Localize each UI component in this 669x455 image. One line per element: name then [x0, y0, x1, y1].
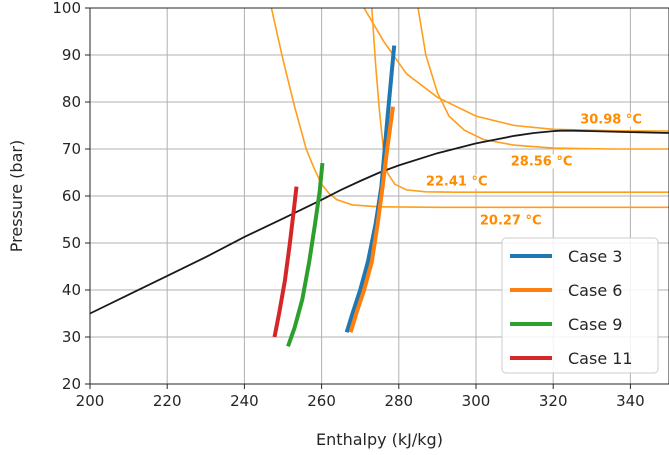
y-tick-label: 60 — [62, 187, 81, 205]
y-tick-label: 100 — [52, 0, 81, 17]
legend-label: Case 9 — [568, 315, 622, 334]
isotherm-label-background — [578, 112, 641, 127]
series-line-case-11 — [272, 186, 299, 338]
isotherm-line — [417, 7, 669, 150]
isotherm-labels: 20.27 °C 22.41 °C 28.56 °C 30.98 °C — [423, 112, 642, 229]
isotherm-label-background — [508, 154, 571, 169]
x-tick-label: 220 — [153, 392, 182, 410]
legend-label: Case 6 — [568, 281, 622, 300]
x-tick-label: 300 — [462, 392, 491, 410]
axis-ticks: 200 220 240 260 280 300 320 340 20 30 40 50 60 70 80 90… — [52, 0, 644, 410]
legend-label: Case 11 — [568, 349, 633, 368]
isotherm-label: 22.41 °C — [426, 175, 488, 190]
x-tick-label: 320 — [539, 392, 568, 410]
y-tick-label: 80 — [62, 93, 81, 111]
isotherm-label-background — [423, 174, 486, 189]
saturation-curve — [89, 129, 669, 315]
isotherm-label: 28.56 °C — [511, 154, 573, 169]
x-tick-label: 240 — [230, 392, 259, 410]
y-tick-label: 20 — [62, 375, 81, 393]
isotherm-line — [270, 7, 669, 209]
isotherm-label: 20.27 °C — [480, 214, 542, 229]
x-tick-label: 340 — [616, 392, 645, 410]
legend-box — [501, 237, 659, 374]
legend-label: Case 3 — [568, 247, 622, 266]
y-tick-label: 70 — [62, 140, 81, 158]
y-tick-label: 50 — [62, 234, 81, 252]
series-line-case-3 — [344, 45, 397, 333]
y-tick-label: 30 — [62, 328, 81, 346]
x-tick-label: 280 — [384, 392, 413, 410]
isotherm-line — [371, 7, 669, 193]
x-tick-label: 260 — [307, 392, 336, 410]
y-tick-label: 90 — [62, 46, 81, 64]
x-axis-label: Enthalpy (kJ/kg) — [316, 430, 443, 449]
y-axis-label: Pressure (bar) — [7, 140, 26, 252]
isotherm-label-background — [477, 213, 540, 228]
series-lines — [272, 45, 397, 348]
saturation-curve-group — [89, 129, 669, 315]
x-tick-label: 200 — [76, 392, 105, 410]
isotherm-label: 30.98 °C — [580, 113, 642, 128]
legend: Case 3 Case 6 Case 9 Case 11 — [501, 237, 659, 374]
series-line-case-6 — [348, 106, 395, 333]
y-tick-label: 40 — [62, 281, 81, 299]
series-line-case-9 — [286, 162, 325, 348]
